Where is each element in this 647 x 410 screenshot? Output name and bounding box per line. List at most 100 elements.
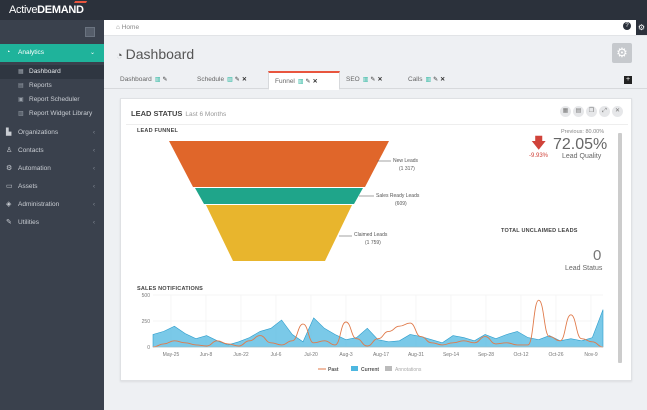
funnel-claimed-leads[interactable] (206, 205, 352, 261)
x-tick-label: Jun-8 (200, 352, 213, 358)
funnel-value-new-leads: (1 317) (399, 166, 415, 172)
chevron-left-icon: ‹ (93, 220, 95, 226)
report-icon: ▤ (18, 83, 24, 89)
gear-icon: ⚙ (616, 45, 628, 60)
arrow-down-icon: 🡇 (531, 135, 547, 152)
legend-swatch-annotations (385, 366, 392, 371)
funnel-new-leads[interactable] (169, 141, 389, 187)
x-tick-label: Nov-9 (584, 352, 598, 358)
funnel-sales-ready-leads[interactable] (195, 188, 363, 204)
calendar-icon: ▣ (18, 97, 24, 103)
lead-status-label: Lead Status (565, 265, 603, 272)
page-title: ◔ Dashboard (116, 46, 195, 62)
close-icon[interactable]: ✕ (612, 106, 623, 117)
sales-notifications-chart: 500 250 0 May-25 Jun-8 Jun-22 Jul-6 Jul-20 Aug-3… (142, 293, 604, 373)
chevron-left-icon: ‹ (93, 202, 95, 208)
sidebar-item-assets[interactable]: ▭ Assets ‹ (0, 178, 104, 196)
legend-swatch-current (351, 366, 358, 371)
legend-label-current: Current (361, 367, 379, 373)
x-tick-label: Aug-17 (373, 352, 389, 358)
funnel-value-claimed-leads: (1 759) (365, 240, 381, 246)
lead-quality-label: Lead Quality (562, 153, 602, 160)
print-icon[interactable]: ▤ (573, 106, 584, 117)
dashboard-icon: ◔ (116, 50, 123, 62)
sidebar-subitem-report-widget-library[interactable]: ▥ Report Widget Library (0, 107, 104, 121)
tab-calls[interactable]: Calls ▥ ✎ ✕ (408, 76, 446, 83)
sales-notifications-label: SALES NOTIFICATIONS (137, 286, 204, 292)
dashboard-tabs: Dashboard ▥ ✎ Schedule ▥ ✎ ✕ Funnel ▥ ✎ ✕ SEO ▥ ✎ ✕… (104, 71, 647, 90)
sidebar-subitem-report-scheduler[interactable]: ▣ Report Scheduler (0, 93, 104, 107)
sidebar-toggle-button[interactable] (85, 27, 95, 37)
chevron-left-icon: ‹ (93, 148, 95, 154)
sidebar-item-contacts[interactable]: ♙ Contacts ‹ (0, 142, 104, 160)
tab-dashboard[interactable]: Dashboard ▥ ✎ (120, 76, 168, 83)
grid-icon: ▦ (18, 69, 24, 75)
admin-icon: ◈ (6, 201, 12, 208)
people-icon: ♙ (6, 147, 13, 154)
x-tick-label: Jun-22 (233, 352, 249, 358)
breadcrumb: ⌂ Home (104, 20, 647, 36)
unclaimed-leads-label: TOTAL UNCLAIMED LEADS (501, 228, 578, 234)
pencil-icon[interactable]: ✎ (234, 77, 240, 83)
close-icon[interactable]: ✕ (312, 79, 318, 85)
building-icon: ▙ (6, 129, 12, 136)
sidebar-item-administration[interactable]: ◈ Administration ‹ (0, 196, 104, 214)
pencil-icon[interactable]: ✎ (370, 77, 376, 83)
sidebar-item-organizations[interactable]: ▙ Organizations ‹ (0, 124, 104, 142)
tab-schedule[interactable]: Schedule ▥ ✎ ✕ (197, 76, 247, 83)
x-tick-label: Oct-26 (548, 352, 563, 358)
lead-funnel-label: LEAD FUNNEL (137, 128, 179, 134)
funnel-value-sales-ready-leads: (609) (395, 201, 407, 207)
sidebar-item-utilities[interactable]: ✎ Utilities ‹ (0, 214, 104, 232)
x-tick-label: Sep-14 (443, 352, 459, 358)
sidebar-subitem-dashboard[interactable]: ▦ Dashboard (0, 65, 104, 79)
close-icon[interactable]: ✕ (440, 77, 446, 83)
x-tick-label: Aug-31 (408, 352, 424, 358)
close-icon[interactable]: ✕ (241, 77, 247, 83)
tab-funnel[interactable]: Funnel ▥ ✎ ✕ (268, 71, 340, 90)
chevron-left-icon: ‹ (93, 130, 95, 136)
chevron-left-icon: ‹ (93, 166, 95, 172)
funnel-label-claimed-leads: Claimed Leads (354, 232, 388, 238)
x-tick-label: May-25 (163, 352, 180, 358)
chart-icon[interactable]: ▥ (362, 77, 369, 83)
chart-icon[interactable]: ▥ (227, 77, 233, 83)
top-bar: ActiveDEMAND (0, 0, 647, 20)
dashboard-icon: ◔ (6, 49, 11, 56)
pencil-icon[interactable]: ✎ (433, 77, 439, 83)
calendar-icon[interactable]: ▦ (560, 106, 571, 117)
help-icon[interactable]: ? (623, 22, 631, 30)
pencil-icon[interactable]: ✎ (162, 77, 168, 83)
chart-icon[interactable]: ▥ (297, 79, 304, 85)
wrench-icon: ✎ (6, 219, 12, 226)
y-tick-label: 500 (142, 293, 151, 299)
library-icon: ▥ (18, 111, 24, 117)
pencil-icon[interactable]: ✎ (305, 79, 311, 85)
lead-quality-previous: Previous: 80.00% (561, 129, 605, 135)
funnel-label-sales-ready-leads: Sales Ready Leads (376, 193, 420, 199)
lead-quality-value: 72.05% (553, 136, 608, 153)
sidebar: ◔ Analytics ⌄ ▦ Dashboard ▤ Reports ▣ Report … (0, 20, 104, 410)
sidebar-item-automation[interactable]: ⚙ Automation ‹ (0, 160, 104, 178)
settings-icon[interactable]: ⚙ (636, 20, 647, 35)
panel-scrollbar[interactable] (618, 133, 622, 363)
chevron-left-icon: ‹ (93, 184, 95, 190)
add-tab-button[interactable]: + (624, 76, 632, 84)
chart-icon[interactable]: ▥ (154, 77, 161, 83)
dashboard-settings-button[interactable]: ⚙ (612, 43, 632, 63)
copy-icon[interactable]: ❐ (586, 106, 597, 117)
sidebar-subitem-reports[interactable]: ▤ Reports (0, 79, 104, 93)
y-tick-label: 250 (142, 319, 151, 325)
x-tick-label: Aug-3 (339, 352, 353, 358)
chart-icon[interactable]: ▥ (425, 77, 432, 83)
sidebar-item-analytics[interactable]: ◔ Analytics ⌄ (0, 44, 104, 62)
close-icon[interactable]: ✕ (377, 77, 383, 83)
folder-icon: ▭ (6, 183, 13, 190)
expand-icon[interactable]: ⤢ (599, 106, 610, 117)
breadcrumb-home[interactable]: ⌂ Home (116, 24, 140, 31)
y-tick-label: 0 (147, 345, 150, 351)
lead-quality-change: -9.93% (529, 153, 549, 159)
tab-seo[interactable]: SEO ▥ ✎ ✕ (346, 76, 383, 83)
activedemand-logo[interactable]: ActiveDEMAND (9, 1, 88, 16)
unclaimed-leads-value: 0 (593, 247, 602, 264)
